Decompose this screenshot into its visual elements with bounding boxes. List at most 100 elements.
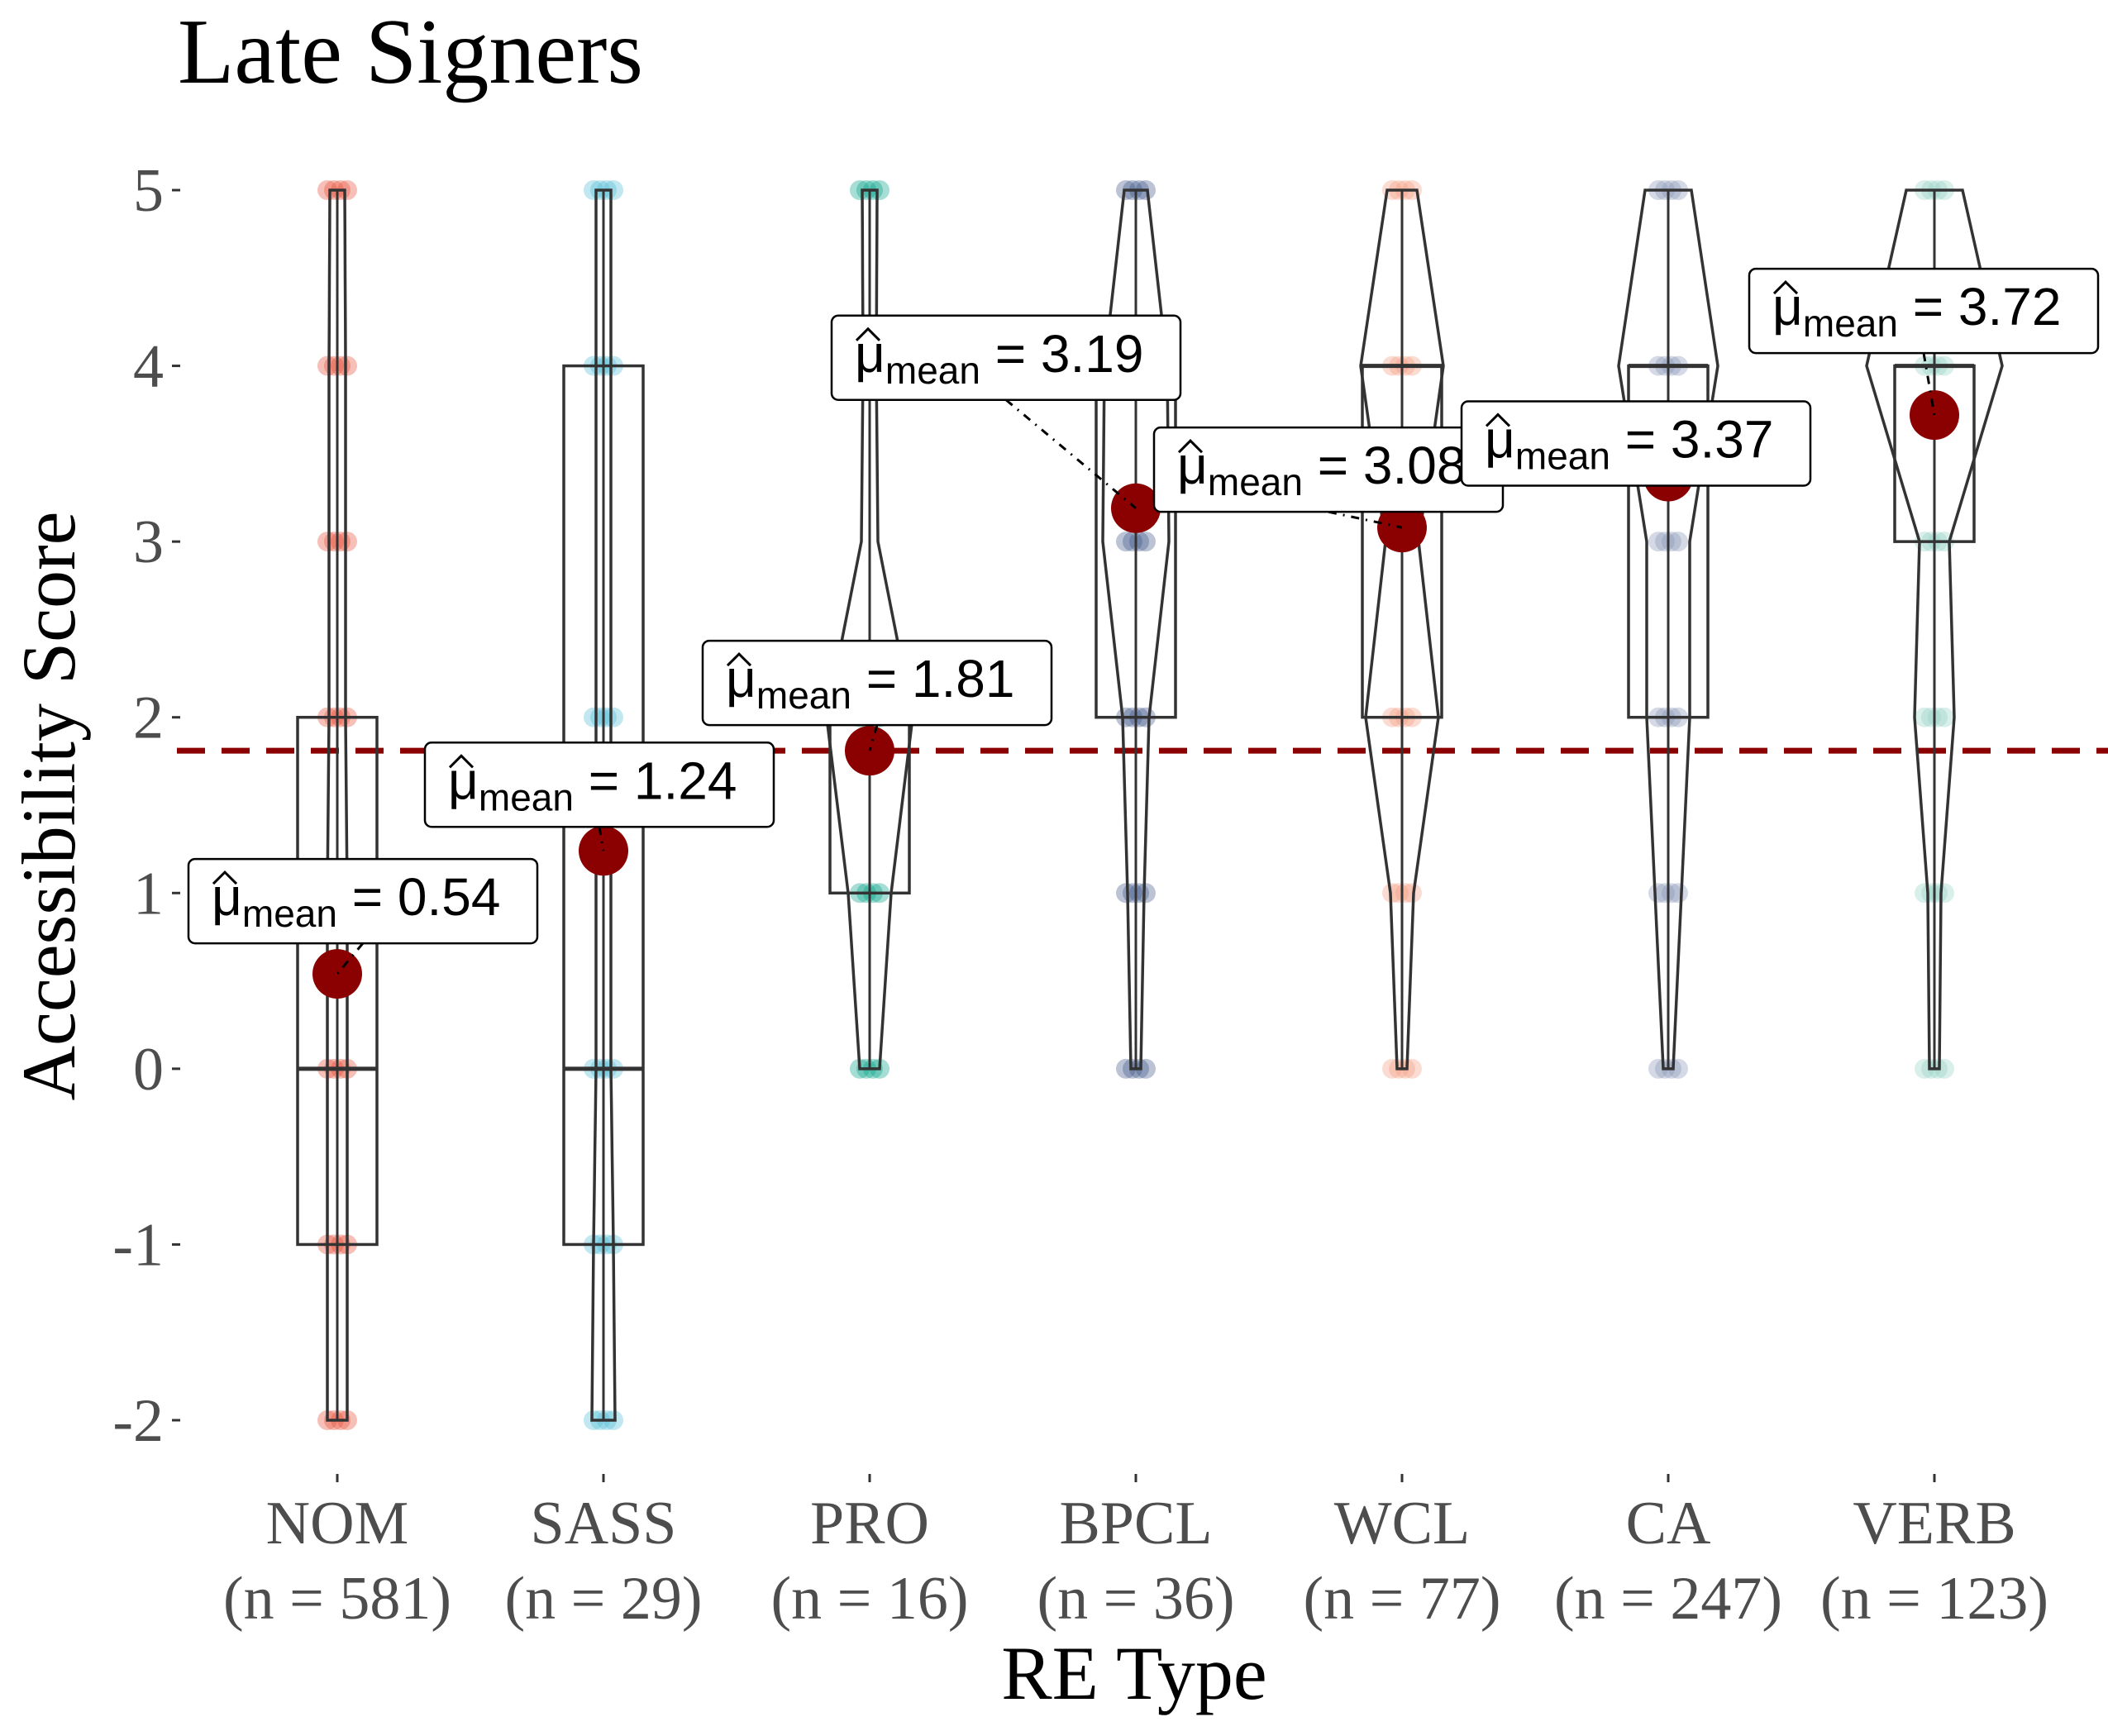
x-tick-label: BPCL [1059,1490,1212,1557]
label-box [701,639,1053,727]
label-box [1460,400,1812,487]
mean-label-sass: μmean = 1.24 [423,742,775,851]
label-box [1748,267,2100,355]
data-point [337,180,357,200]
label-connector [598,827,605,851]
data-point [317,355,337,376]
x-tick-label: PRO [810,1490,929,1557]
data-point [1668,883,1688,904]
label-box [187,857,539,945]
data-point [317,180,337,200]
x-axis-label: RE Type [1001,1631,1267,1715]
x-tick-label: SASS [531,1490,677,1557]
hat-icon [212,870,238,885]
x-tick-count: (n = 16) [770,1565,968,1633]
x-tick-count: (n = 29) [504,1565,702,1633]
hat-icon [448,754,475,769]
data-point [1123,532,1142,552]
data-point [1402,883,1422,904]
data-point [850,180,870,200]
data-point [1655,532,1675,552]
data-point [1648,532,1668,552]
x-tick-count: (n = 36) [1037,1565,1234,1633]
data-point [603,180,623,200]
x-tick-label: NOM [266,1490,409,1557]
mean-label-wcl: μmean = 3.08 [1152,426,1505,529]
category-sass: SASS (n = 29) [504,180,703,1633]
label-text: μmean = 3.08 [1177,436,1466,503]
mean-label-verb: μmean = 3.72 [1748,267,2100,416]
y-tick-label: 5 [133,157,164,225]
hat-icon [726,651,752,667]
y-tick-label: 1 [133,860,164,928]
data-point [317,532,337,552]
plot-area: 5 4 3 2 1 0 -1 -2 NOM (n = 581) SASS (n = 29) PRO (n … [112,157,2108,1633]
data-point [1934,707,1954,727]
label-box [830,314,1182,402]
x-tick-count: (n = 581) [223,1565,451,1633]
data-point [1921,707,1941,727]
data-point [1662,883,1681,904]
y-tick-label: 2 [133,684,164,752]
y-tick-label: -1 [112,1211,164,1279]
x-tick-count: (n = 123) [1820,1565,2048,1633]
data-point [1136,883,1156,904]
mean-label-bpcl: μmean = 3.19 [830,314,1182,509]
data-point [1382,883,1402,904]
data-point [1389,883,1409,904]
data-point [1934,883,1954,904]
x-tick-count: (n = 77) [1303,1565,1500,1633]
hat-icon [1772,279,1799,295]
y-tick-label: 0 [133,1036,164,1104]
violin [825,188,914,1071]
y-tick-label: 3 [133,508,164,576]
data-point [1655,883,1675,904]
data-point [1928,707,1948,727]
y-axis-label: Accessibility Score [7,512,91,1101]
data-point [337,532,357,552]
chart-title: Late Signers [178,1,643,103]
category-verb: VERB (n = 123) [1820,180,2048,1633]
data-point [1116,532,1136,552]
data-point [1116,883,1136,904]
label-connector [336,942,365,975]
label-text: μmean = 1.24 [448,751,737,818]
label-connector [1922,352,1936,416]
hat-icon [1485,413,1511,427]
data-point [584,707,603,727]
category-ca: CA (n = 247) [1554,180,1782,1633]
label-connector [868,724,879,751]
label-text: μmean = 1.81 [726,649,1014,717]
label-text: μmean = 3.72 [1772,277,2061,345]
data-point [1662,532,1681,552]
data-point [1915,707,1934,727]
data-point [603,707,623,727]
data-point [1395,883,1415,904]
data-point [1668,532,1688,552]
x-tick-count: (n = 247) [1554,1565,1782,1633]
box [296,715,379,1247]
mean-point [312,949,362,999]
mean-label-pro: μmean = 1.81 [701,639,1053,751]
data-point [1136,532,1156,552]
label-connector [1005,398,1137,509]
data-point [337,355,357,376]
label-text: μmean = 3.37 [1485,409,1773,477]
x-tick-label: WCL [1334,1490,1470,1557]
y-tick-label: 4 [133,333,164,401]
label-connector [1328,510,1403,529]
data-point [584,180,603,200]
mean-point [1910,390,1959,441]
data-point [870,180,889,200]
hat-icon [1177,439,1204,454]
mean-label-nom: μmean = 0.54 [187,857,539,975]
label-text: μmean = 0.54 [212,867,500,935]
category-nom: NOM (n = 581) [223,180,451,1633]
y-tick-label: -2 [112,1387,164,1455]
data-point [1915,883,1934,904]
data-point [1129,532,1149,552]
label-box [423,742,775,828]
violin [1865,188,2004,1071]
x-tick-label: VERB [1853,1490,2015,1557]
